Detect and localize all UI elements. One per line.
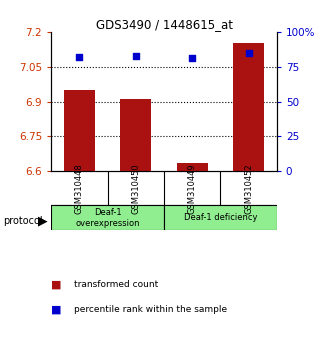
Title: GDS3490 / 1448615_at: GDS3490 / 1448615_at [95,18,233,31]
Text: ■: ■ [51,280,65,290]
FancyBboxPatch shape [164,205,277,230]
Text: GSM310450: GSM310450 [131,163,140,214]
Bar [177,163,208,171]
Text: percentile rank within the sample: percentile rank within the sample [74,305,227,314]
Point [77,54,82,60]
Text: GSM310452: GSM310452 [244,163,253,214]
Text: Deaf-1
overexpression: Deaf-1 overexpression [75,208,140,228]
FancyBboxPatch shape [51,205,164,230]
Text: protocol: protocol [3,216,43,226]
Text: ▶: ▶ [38,215,48,228]
Text: GSM310449: GSM310449 [188,163,197,214]
Point [133,53,138,58]
Text: ■: ■ [51,305,65,315]
Text: Deaf-1 deficiency: Deaf-1 deficiency [184,213,257,222]
Bar [64,90,95,171]
Point [246,50,251,56]
Bar [233,44,264,171]
Text: transformed count: transformed count [74,280,158,290]
Point [190,56,195,61]
Text: GSM310448: GSM310448 [75,163,84,214]
Bar [120,99,151,171]
